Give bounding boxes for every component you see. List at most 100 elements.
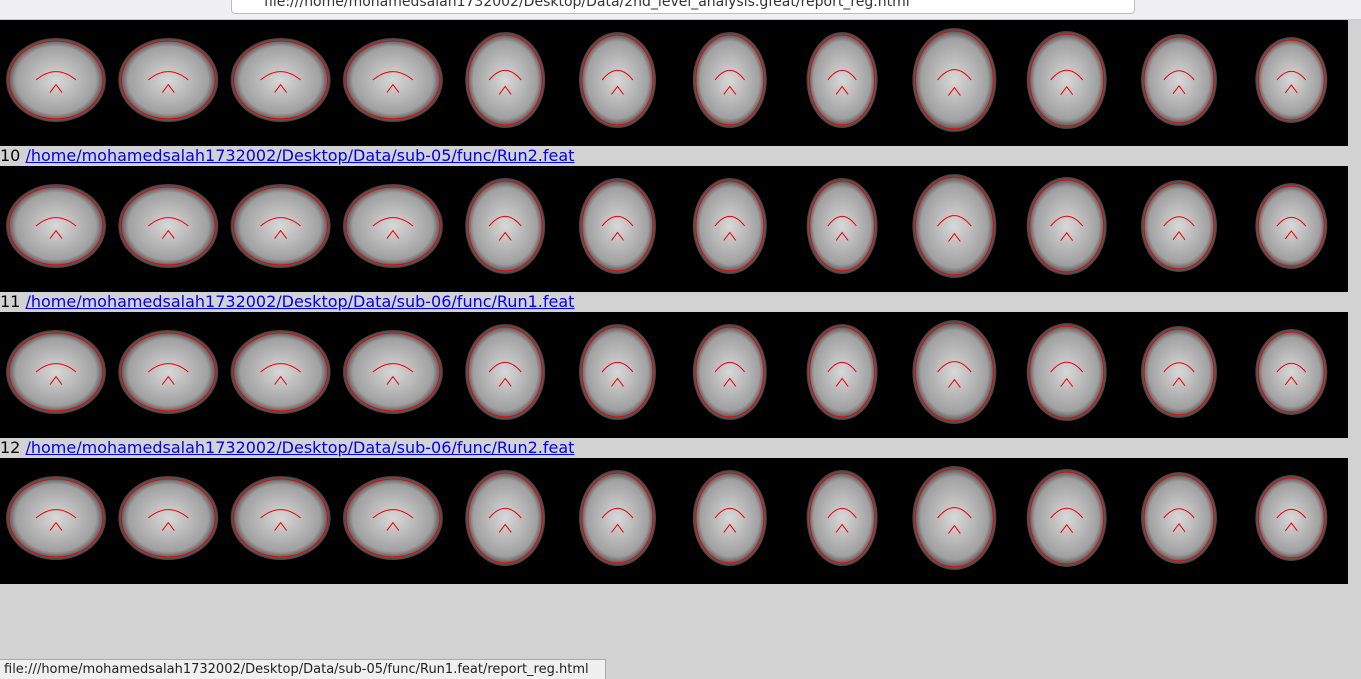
brain-slice (465, 32, 546, 128)
brain-slice (1026, 177, 1107, 275)
outline (809, 472, 876, 564)
outline-detail (601, 507, 634, 533)
outline (1257, 39, 1325, 121)
browser-toolbar: file:///home/mohamedsalah1732002/Desktop… (0, 0, 1361, 20)
brain-slice (118, 38, 219, 122)
outline-detail (372, 363, 414, 385)
brain-slice (1141, 180, 1217, 272)
brain-slice (1026, 323, 1107, 421)
brain-slice (465, 470, 546, 566)
outline (8, 332, 104, 412)
outline-detail (1276, 362, 1307, 386)
outline (120, 40, 216, 120)
brain-slice (1026, 31, 1107, 129)
outline (8, 186, 104, 266)
brain-slice (118, 184, 219, 268)
entry: 11 /home/mohamedsalah1732002/Desktop/Dat… (0, 292, 1361, 438)
brain-slice (1141, 34, 1217, 126)
outline (8, 40, 104, 120)
brain-slice (912, 320, 997, 424)
brain-slice (912, 174, 997, 278)
outline-detail (260, 71, 301, 93)
brain-slice (230, 38, 331, 122)
outline-detail (488, 215, 522, 241)
outline-detail (147, 217, 189, 239)
brain-slice (230, 184, 331, 268)
outline-detail (827, 361, 857, 387)
outline (233, 40, 329, 120)
outline-detail (147, 509, 189, 531)
image-background (0, 20, 1348, 146)
outline-detail (827, 507, 857, 533)
outline-detail (937, 361, 972, 388)
outline (581, 34, 654, 126)
entry-link[interactable]: /home/mohamedsalah1732002/Desktop/Data/s… (25, 292, 575, 311)
outline (467, 34, 543, 126)
brain-slice (6, 330, 106, 414)
outline-detail (35, 509, 77, 531)
brain-slice (1026, 469, 1107, 567)
outline (120, 186, 216, 266)
url-bar[interactable]: file:///home/mohamedsalah1732002/Desktop… (231, 0, 1135, 14)
outline (914, 176, 994, 276)
outline (695, 180, 765, 272)
outline (1257, 185, 1325, 267)
entry-index: 10 (0, 146, 21, 165)
brain-slice (1255, 475, 1328, 561)
outline (1257, 477, 1325, 559)
image-background (0, 458, 1348, 584)
outline (345, 332, 441, 412)
outline-detail (488, 507, 522, 533)
outline (467, 326, 543, 418)
outline (120, 478, 216, 558)
outline-detail (1276, 508, 1307, 532)
brain-slice (579, 470, 656, 566)
brain-slice (579, 324, 656, 420)
image-background (0, 312, 1348, 438)
outline-detail (260, 363, 301, 385)
registration-image (0, 458, 1348, 584)
outline-detail (937, 69, 972, 96)
outline (467, 180, 543, 272)
outline-detail (372, 71, 414, 93)
outline-detail (1163, 508, 1195, 533)
outline-detail (827, 215, 857, 241)
outline (809, 180, 876, 272)
outline (695, 472, 765, 564)
outline-detail (601, 69, 634, 95)
status-bar: file:///home/mohamedsalah1732002/Desktop… (0, 659, 606, 679)
outline (581, 326, 654, 418)
image-background (0, 166, 1348, 292)
brain-slice (806, 32, 878, 128)
brain-slice (118, 476, 219, 560)
outline (1143, 474, 1215, 562)
brain-slice (1255, 329, 1328, 415)
outline (345, 40, 441, 120)
outline-detail (1276, 70, 1307, 94)
outline-detail (937, 215, 972, 242)
entry-label: 12 /home/mohamedsalah1732002/Desktop/Dat… (0, 438, 1361, 457)
entry: 10 /home/mohamedsalah1732002/Desktop/Dat… (0, 146, 1361, 292)
outline-detail (1050, 215, 1084, 241)
outline-detail (601, 361, 634, 387)
registration-image (0, 20, 1348, 146)
brain-slice (6, 184, 106, 268)
entry-link[interactable]: /home/mohamedsalah1732002/Desktop/Data/s… (25, 438, 575, 457)
outline (695, 326, 765, 418)
outline-detail (260, 217, 301, 239)
brain-slice (342, 330, 443, 414)
outline (1029, 33, 1105, 127)
outline (581, 472, 654, 564)
outline (1143, 36, 1215, 124)
outline-detail (488, 69, 522, 95)
brain-slice (806, 324, 878, 420)
brain-slice (342, 476, 443, 560)
outline (914, 322, 994, 422)
entry-link[interactable]: /home/mohamedsalah1732002/Desktop/Data/s… (25, 146, 575, 165)
outline-detail (1050, 507, 1084, 533)
outline-detail (714, 361, 745, 387)
outline (1029, 179, 1105, 273)
brain-slice (1255, 37, 1328, 123)
outline (1143, 328, 1215, 416)
